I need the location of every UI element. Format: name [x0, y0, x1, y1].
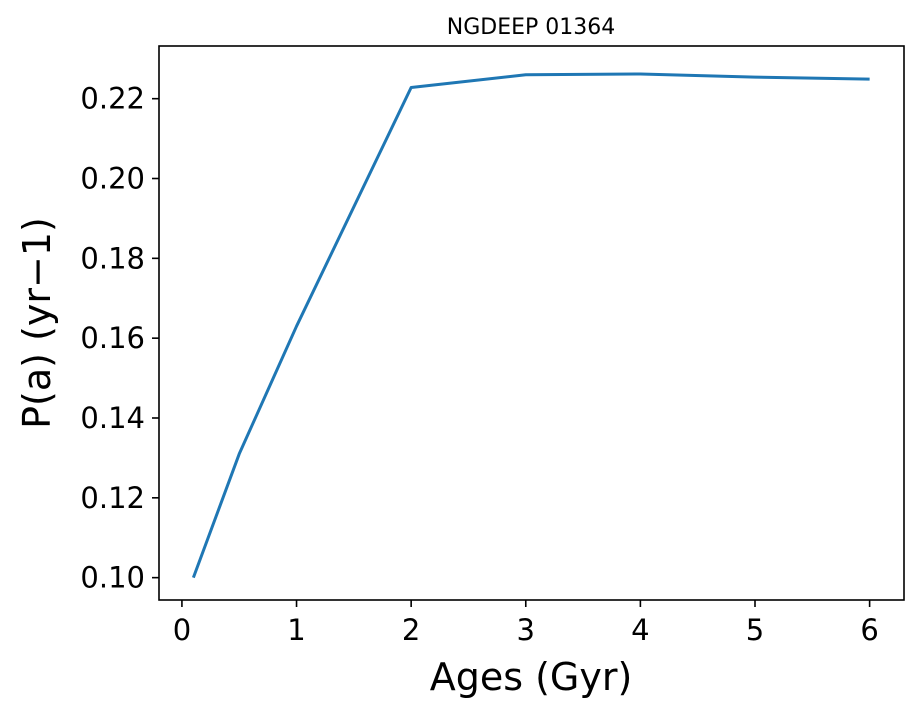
x-tick-label: 6 [860, 613, 878, 647]
y-tick-label: 0.16 [80, 321, 145, 355]
y-tick-label: 0.18 [80, 241, 145, 275]
x-tick-label: 5 [746, 613, 764, 647]
y-tick-label: 0.10 [80, 561, 145, 595]
y-tick-label: 0.20 [80, 162, 145, 196]
x-tick-label: 4 [631, 613, 649, 647]
x-tick-label: 0 [173, 613, 191, 647]
plot-frame [158, 45, 905, 601]
y-tick-label: 0.22 [80, 82, 145, 116]
y-tick-label: 0.12 [80, 481, 145, 515]
series-layer [191, 72, 870, 579]
x-axis-label: Ages (Gyr) [430, 655, 633, 699]
y-tick-label: 0.14 [80, 401, 145, 435]
y-axis: 0.10 0.12 0.14 0.16 0.18 0.20 0.22 [80, 82, 159, 595]
plot-area [158, 45, 905, 601]
x-tick-label: 3 [517, 613, 535, 647]
x-axis: 0 1 2 3 4 5 6 [173, 600, 879, 647]
series-line-0 [191, 72, 870, 579]
x-tick-label: 2 [402, 613, 420, 647]
chart-title: NGDEEP 01364 [447, 15, 616, 40]
x-tick-label: 1 [287, 613, 305, 647]
y-axis-label: P(a) (yr−1) [15, 217, 59, 429]
